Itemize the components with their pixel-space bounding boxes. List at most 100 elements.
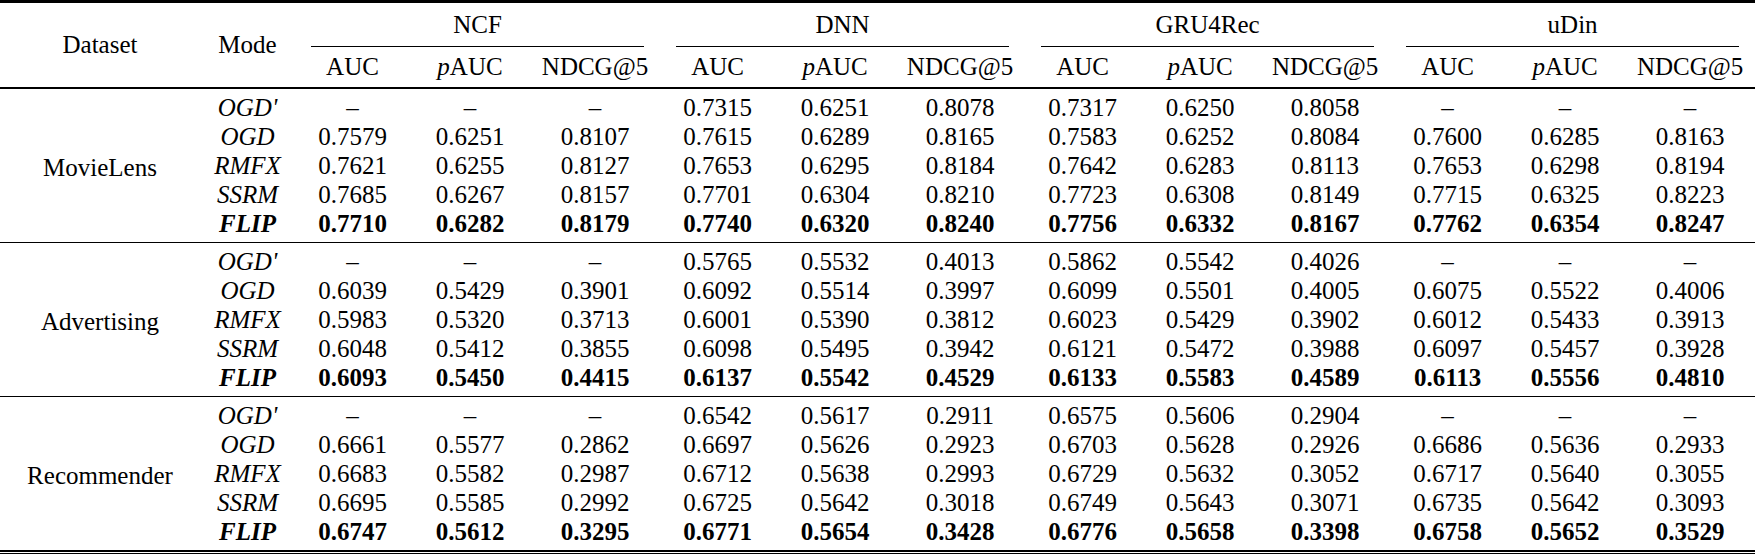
metric-value: 0.2993 bbox=[895, 459, 1025, 488]
metric-value: 0.4013 bbox=[895, 243, 1025, 277]
metric-value: 0.8157 bbox=[530, 180, 660, 209]
metric-value: 0.2923 bbox=[895, 430, 1025, 459]
metric-value: 0.6771 bbox=[660, 517, 775, 550]
dataset-label: Advertising bbox=[0, 243, 200, 397]
metric-value: 0.6285 bbox=[1505, 122, 1625, 151]
mode-label: RMFX bbox=[200, 459, 295, 488]
col-header-auc: AUC bbox=[295, 47, 410, 88]
metric-value: – bbox=[1505, 88, 1625, 122]
metric-value: – bbox=[410, 88, 530, 122]
metric-value: 0.6137 bbox=[660, 363, 775, 397]
metric-value: 0.6703 bbox=[1025, 430, 1140, 459]
metric-value: 0.3855 bbox=[530, 334, 660, 363]
metric-value: 0.8084 bbox=[1260, 122, 1390, 151]
metric-value: 0.7615 bbox=[660, 122, 775, 151]
table-row: RMFX0.76210.62550.81270.76530.62950.8184… bbox=[0, 151, 1755, 180]
table-row: RMFX0.59830.53200.37130.60010.53900.3812… bbox=[0, 305, 1755, 334]
metric-value: 0.2926 bbox=[1260, 430, 1390, 459]
mode-label: SSRM bbox=[200, 180, 295, 209]
metric-value: 0.6575 bbox=[1025, 397, 1140, 431]
metric-value: 0.5320 bbox=[410, 305, 530, 334]
metric-value: 0.6776 bbox=[1025, 517, 1140, 550]
section-advertising: AdvertisingOGD'–––0.57650.55320.40130.58… bbox=[0, 243, 1755, 397]
metric-value: 0.7600 bbox=[1390, 122, 1505, 151]
metric-value: 0.7653 bbox=[660, 151, 775, 180]
metric-value: 0.6251 bbox=[410, 122, 530, 151]
col-header-pauc: pAUC bbox=[1505, 47, 1625, 88]
metric-value: 0.6747 bbox=[295, 517, 410, 550]
metric-value: 0.6250 bbox=[1140, 88, 1260, 122]
metric-value: – bbox=[1625, 243, 1755, 277]
metric-value: 0.6332 bbox=[1140, 209, 1260, 243]
metric-value: 0.6267 bbox=[410, 180, 530, 209]
group-label-dnn: DNN bbox=[815, 11, 869, 38]
metric-value: 0.5542 bbox=[775, 363, 895, 397]
metric-value: 0.5765 bbox=[660, 243, 775, 277]
metric-value: 0.6758 bbox=[1390, 517, 1505, 550]
table-row: SSRM0.60480.54120.38550.60980.54950.3942… bbox=[0, 334, 1755, 363]
group-label-udin: uDin bbox=[1548, 11, 1598, 38]
metric-value: – bbox=[1505, 243, 1625, 277]
mode-label: FLIP bbox=[200, 209, 295, 243]
metric-value: 0.3902 bbox=[1260, 305, 1390, 334]
metric-value: – bbox=[530, 88, 660, 122]
col-group-udin: uDin bbox=[1390, 3, 1755, 47]
metric-value: 0.5628 bbox=[1140, 430, 1260, 459]
col-header-auc: AUC bbox=[1390, 47, 1505, 88]
metric-value: 0.7315 bbox=[660, 88, 775, 122]
col-header-ndcg5: NDCG@5 bbox=[895, 47, 1025, 88]
metric-value: 0.3988 bbox=[1260, 334, 1390, 363]
col-header-mode: Mode bbox=[200, 3, 295, 88]
metric-value: 0.6133 bbox=[1025, 363, 1140, 397]
metric-value: 0.7685 bbox=[295, 180, 410, 209]
metric-value: 0.3295 bbox=[530, 517, 660, 550]
metric-value: 0.3018 bbox=[895, 488, 1025, 517]
mode-label: OGD bbox=[200, 430, 295, 459]
metric-value: – bbox=[410, 243, 530, 277]
metric-value: 0.5626 bbox=[775, 430, 895, 459]
table-row: FLIP0.77100.62820.81790.77400.63200.8240… bbox=[0, 209, 1755, 243]
metric-value: 0.6255 bbox=[410, 151, 530, 180]
metric-value: 0.2862 bbox=[530, 430, 660, 459]
metric-value: 0.4005 bbox=[1260, 276, 1390, 305]
metric-value: 0.5585 bbox=[410, 488, 530, 517]
metric-value: 0.6320 bbox=[775, 209, 895, 243]
metric-value: 0.5640 bbox=[1505, 459, 1625, 488]
metric-value: 0.4589 bbox=[1260, 363, 1390, 397]
metric-value: 0.6113 bbox=[1390, 363, 1505, 397]
table-row: MovieLensOGD'–––0.73150.62510.80780.7317… bbox=[0, 88, 1755, 122]
results-table: Dataset Mode NCF DNN GRU4Rec uDin AUC pA… bbox=[0, 3, 1755, 550]
metric-value: 0.3529 bbox=[1625, 517, 1755, 550]
metric-value: 0.7756 bbox=[1025, 209, 1140, 243]
metric-value: 0.7710 bbox=[295, 209, 410, 243]
metric-value: 0.5652 bbox=[1505, 517, 1625, 550]
metric-value: 0.7653 bbox=[1390, 151, 1505, 180]
metric-value: 0.5522 bbox=[1505, 276, 1625, 305]
metric-value: – bbox=[1390, 397, 1505, 431]
metric-value: – bbox=[295, 88, 410, 122]
metric-value: 0.5532 bbox=[775, 243, 895, 277]
metric-value: 0.5450 bbox=[410, 363, 530, 397]
col-header-dataset: Dataset bbox=[0, 3, 200, 88]
metric-value: 0.6283 bbox=[1140, 151, 1260, 180]
metric-value: – bbox=[1505, 397, 1625, 431]
metric-value: 0.6093 bbox=[295, 363, 410, 397]
metric-value: 0.5577 bbox=[410, 430, 530, 459]
group-label-ncf: NCF bbox=[453, 11, 502, 38]
metric-value: 0.2992 bbox=[530, 488, 660, 517]
section-recommender: RecommenderOGD'–––0.65420.56170.29110.65… bbox=[0, 397, 1755, 551]
metric-value: 0.5638 bbox=[775, 459, 895, 488]
metric-value: 0.6039 bbox=[295, 276, 410, 305]
metric-value: 0.8194 bbox=[1625, 151, 1755, 180]
metric-value: 0.5429 bbox=[410, 276, 530, 305]
metric-value: 0.8179 bbox=[530, 209, 660, 243]
metric-value: 0.2904 bbox=[1260, 397, 1390, 431]
metric-value: 0.2987 bbox=[530, 459, 660, 488]
metric-value: 0.6729 bbox=[1025, 459, 1140, 488]
metric-value: 0.4026 bbox=[1260, 243, 1390, 277]
metric-value: 0.5632 bbox=[1140, 459, 1260, 488]
section-movielens: MovieLensOGD'–––0.73150.62510.80780.7317… bbox=[0, 88, 1755, 243]
metric-value: 0.6695 bbox=[295, 488, 410, 517]
table-row: RMFX0.66830.55820.29870.67120.56380.2993… bbox=[0, 459, 1755, 488]
metric-value: 0.8127 bbox=[530, 151, 660, 180]
